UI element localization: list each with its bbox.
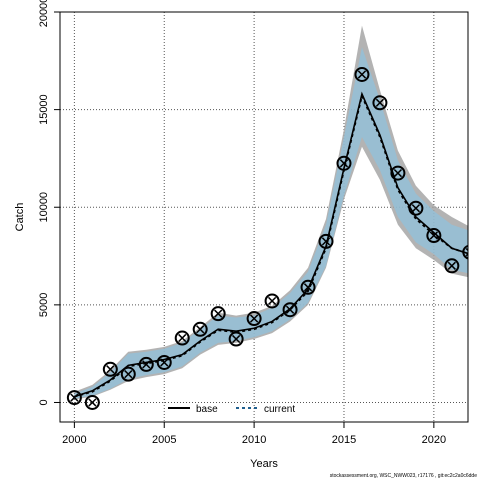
observed-circle	[192, 321, 208, 337]
observed-circle	[282, 302, 298, 318]
observed-circle	[300, 279, 316, 295]
observed-circle	[318, 233, 334, 249]
legend-label-current: current	[264, 404, 295, 415]
observed-circle	[444, 258, 460, 274]
observed-circle	[408, 200, 424, 216]
observed-cross	[142, 360, 151, 369]
plot-frame	[59, 11, 469, 423]
observed-cross	[232, 334, 241, 344]
observed-cross	[196, 325, 205, 334]
y-tick-label: 0	[38, 399, 50, 405]
legend: base current	[168, 404, 295, 415]
observed-circle	[426, 228, 442, 244]
observed-circle	[354, 66, 370, 82]
observed-circle	[462, 244, 468, 260]
observed-circle	[336, 155, 352, 171]
observed-cross	[249, 314, 259, 323]
observed-cross	[267, 296, 277, 306]
y-axis-ticks: 0 5000 10000 15000 20000	[38, 0, 60, 406]
confidence-bands	[74, 25, 468, 400]
observed-circle	[246, 311, 262, 327]
x-tick-label: 2000	[62, 434, 86, 446]
observed-cross	[303, 283, 313, 292]
observed-cross	[411, 204, 421, 213]
observed-cross	[375, 98, 385, 107]
observed-cross	[88, 398, 97, 407]
observed-circle	[102, 361, 118, 377]
observed-cross	[447, 261, 456, 270]
observed-circle	[264, 293, 280, 309]
observed-cross	[285, 305, 295, 314]
observed-cross	[357, 70, 367, 79]
band-current	[74, 47, 468, 399]
observed-cross	[393, 168, 403, 178]
observed-circle	[120, 366, 136, 382]
y-tick-label: 15000	[38, 94, 50, 125]
observed-cross	[124, 370, 133, 379]
watermark-text: stockassessment.org, WSC_NWW023, r17176 …	[330, 473, 478, 479]
observed-cross	[465, 248, 468, 257]
x-tick-label: 2010	[242, 434, 266, 446]
x-tick-label: 2005	[152, 434, 176, 446]
observed-circle	[228, 331, 244, 347]
observed-circle	[210, 306, 226, 322]
observed-cross	[106, 365, 115, 374]
observed-cross	[321, 237, 331, 246]
y-tick-label: 10000	[38, 192, 50, 223]
observed-points	[66, 66, 468, 410]
y-axis-title: Catch	[14, 203, 26, 232]
observed-circle	[372, 95, 388, 111]
x-tick-label: 2020	[422, 434, 446, 446]
observed-circle	[156, 354, 172, 370]
y-tick-label: 5000	[38, 293, 50, 317]
observed-circle	[84, 394, 100, 410]
x-axis-title: Years	[250, 458, 278, 470]
observed-circle	[174, 330, 190, 346]
observed-circle	[138, 356, 154, 372]
observed-cross	[160, 358, 169, 367]
observed-circle	[390, 165, 406, 181]
observed-cross	[429, 231, 438, 240]
legend-label-base: base	[196, 404, 218, 415]
observed-circle	[66, 390, 82, 406]
observed-cross	[339, 159, 349, 168]
x-axis-ticks: 2000 2005 2010 2015 2020	[62, 422, 446, 446]
x-tick-label: 2015	[332, 434, 356, 446]
observed-cross	[214, 309, 223, 318]
observed-cross	[70, 393, 79, 402]
y-tick-label: 20000	[38, 0, 50, 27]
observed-cross	[178, 333, 187, 343]
